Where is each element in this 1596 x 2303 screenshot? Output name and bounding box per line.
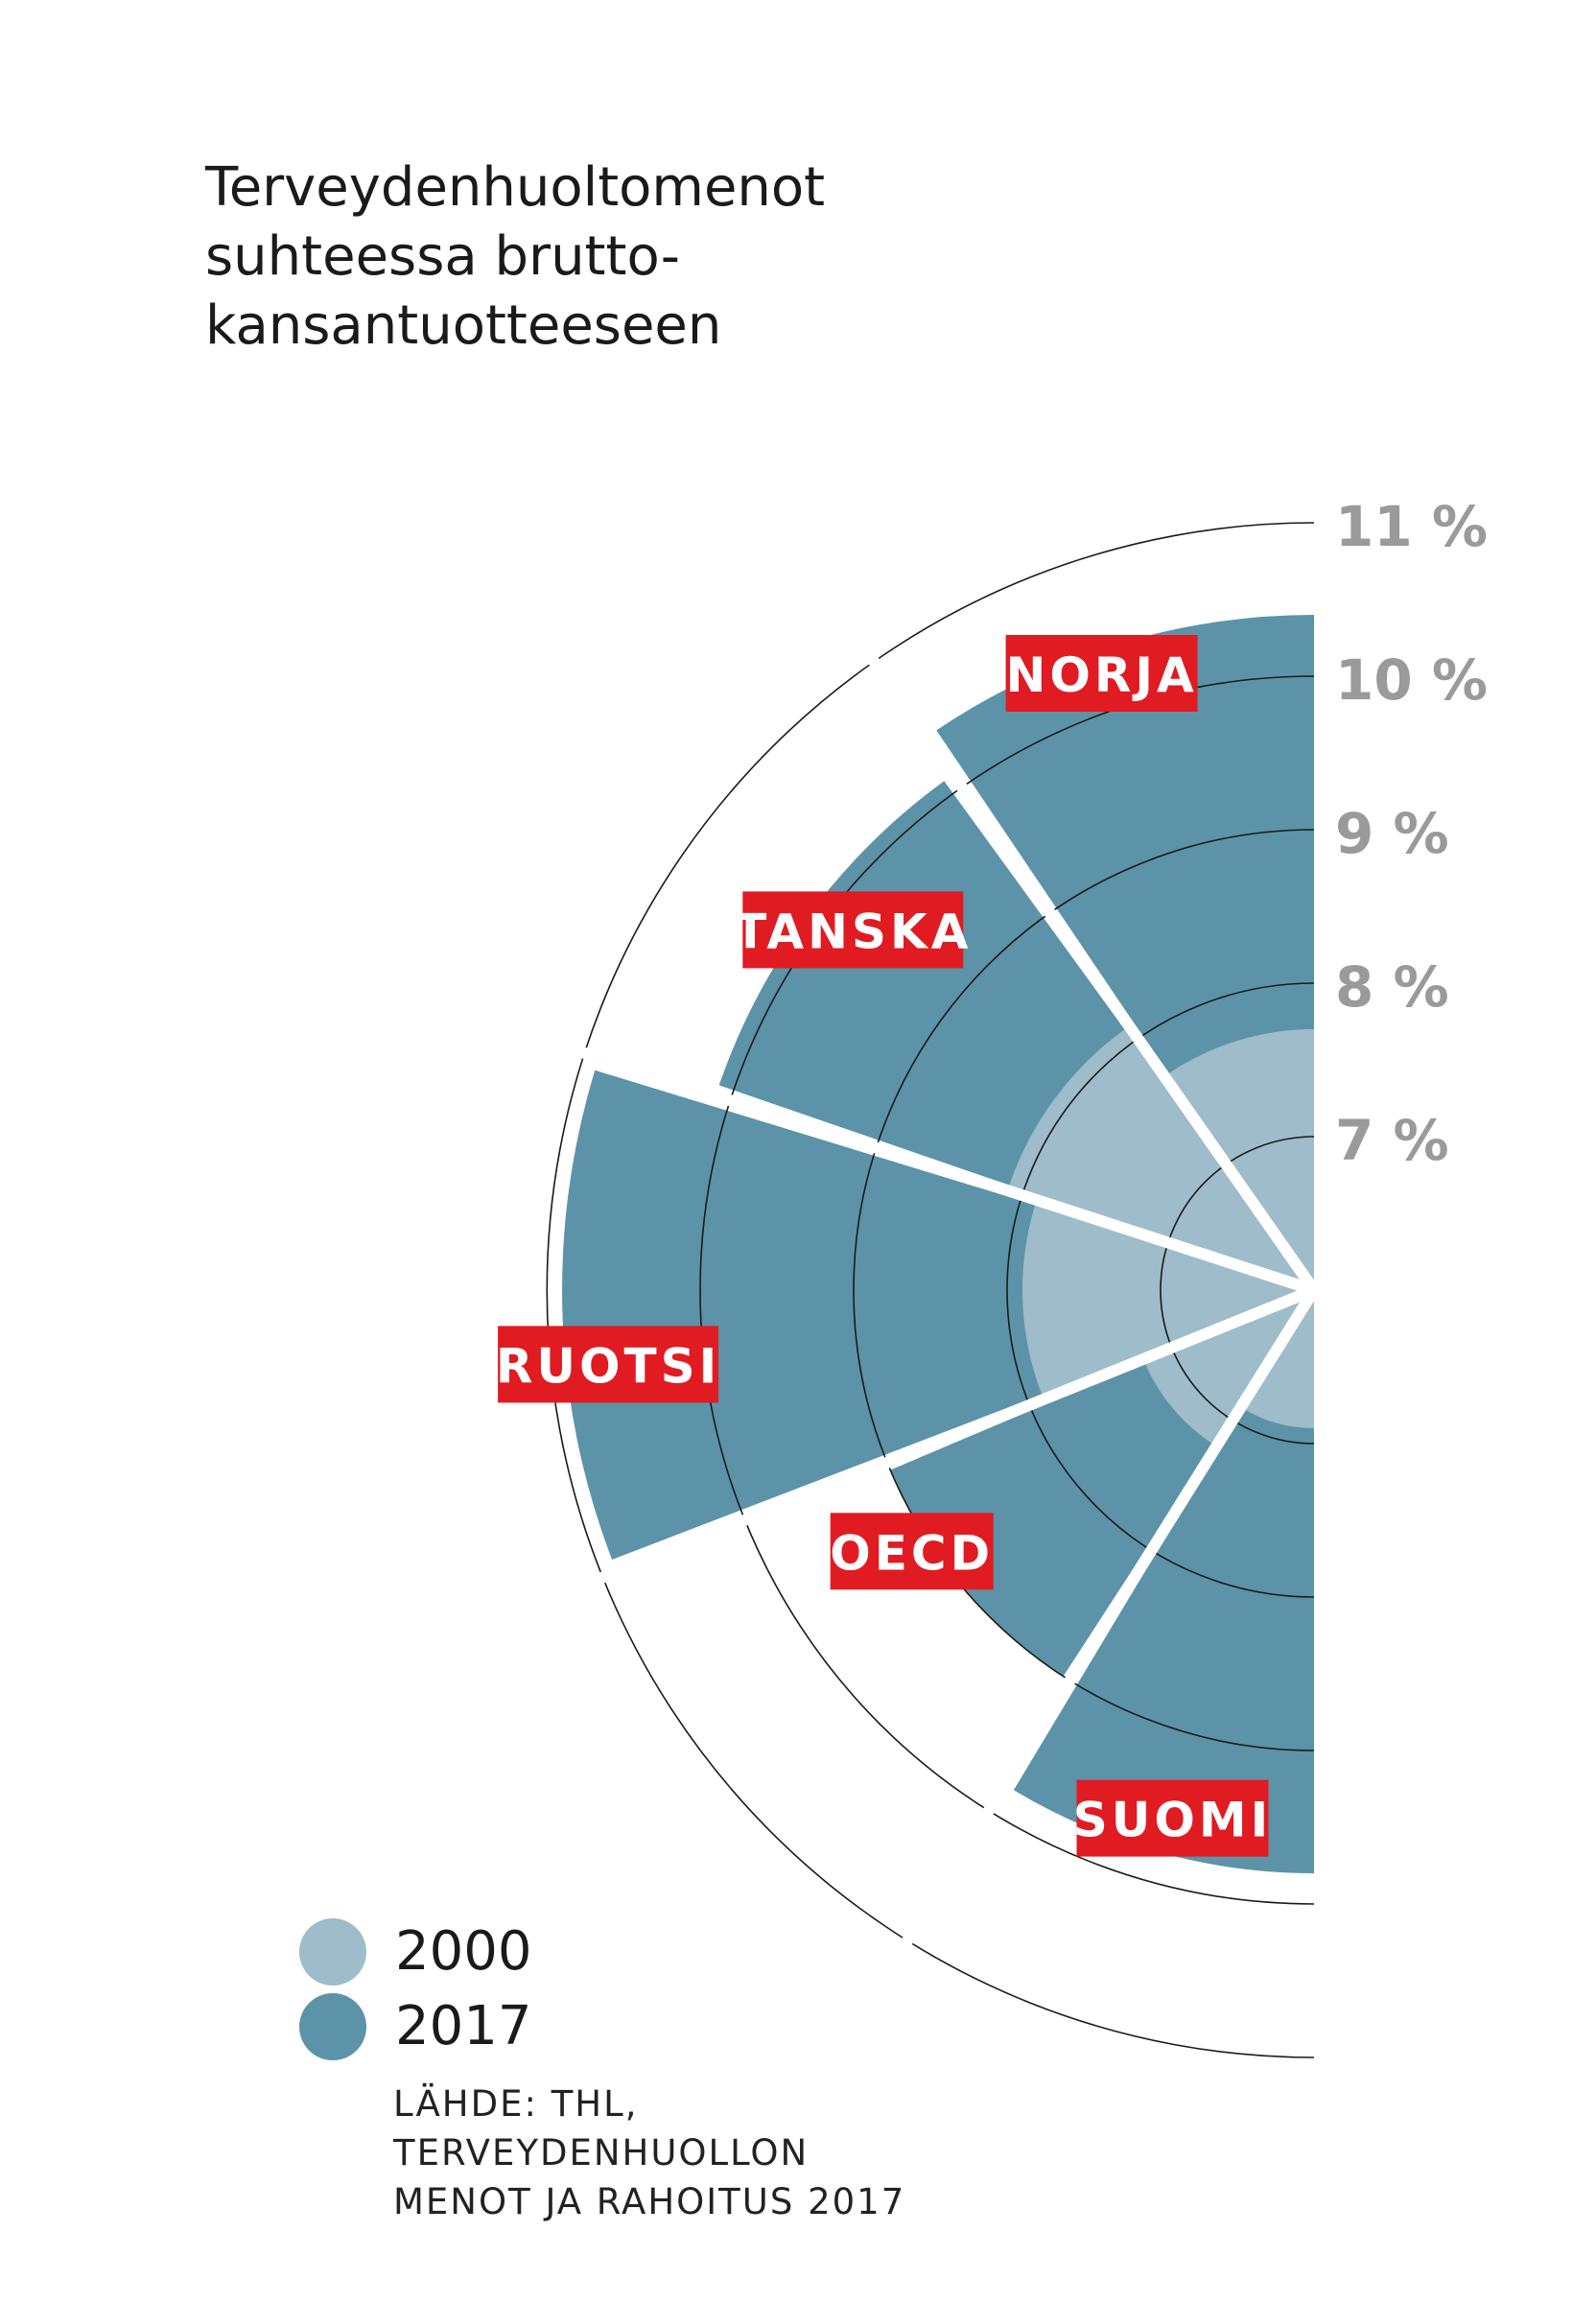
category-label-ruotsi: RUOTSI <box>496 1338 720 1394</box>
legend-label-2000: 2000 <box>395 1920 532 1983</box>
sector-divider-3 <box>572 1284 1317 1595</box>
bar-2000-oecd <box>1144 1290 1314 1445</box>
legend-swatch-2017 <box>299 1993 366 2060</box>
category-label-box-tanska <box>742 891 964 969</box>
legend-item-2017: 2017 <box>299 1993 683 2070</box>
sector-divider-1 <box>851 633 1319 1294</box>
category-label-box-oecd <box>830 1513 994 1590</box>
sector-divider-4 <box>886 1286 1320 1970</box>
gridline-11 <box>546 522 1315 2058</box>
bar-2000-tanska <box>1009 1029 1314 1290</box>
source-line-2: TERVEYDENHUOLLON <box>393 2132 810 2174</box>
gridline-7 <box>1160 1136 1315 1445</box>
bar-2000-norja <box>1167 1029 1314 1290</box>
gridline-10 <box>699 675 1315 1905</box>
tick-label-7: 7 % <box>1335 1108 1449 1173</box>
sector-divider-2 <box>552 1038 1316 1296</box>
category-label-norja: NORJA <box>1006 647 1198 703</box>
category-label-box-suomi <box>1076 1779 1269 1857</box>
legend-swatch-2000 <box>299 1918 366 1986</box>
tick-label-8: 8 % <box>1335 954 1449 1020</box>
bar-2017-suomi <box>1013 1290 1314 1873</box>
legend-label-2017: 2017 <box>395 1995 532 2057</box>
source-note: LÄHDE: THL, TERVEYDENHUOLLON MENOT JA RA… <box>393 2080 905 2226</box>
title-line-2: suhteessa brutto- <box>205 225 680 288</box>
title-line-3: kansantuotteeseen <box>205 294 722 357</box>
category-label-suomi: SUOMI <box>1073 1793 1272 1848</box>
category-label-box-norja <box>1005 635 1198 712</box>
category-label-tanska: TANSKA <box>734 904 972 959</box>
bar-2000-ruotsi <box>1022 1205 1314 1395</box>
gridline-8 <box>1006 982 1315 1598</box>
gridline-9 <box>853 829 1315 1751</box>
tick-label-10: 10 % <box>1335 647 1488 713</box>
category-label-oecd: OECD <box>830 1525 994 1581</box>
category-label-box-ruotsi <box>498 1326 719 1403</box>
chart-title: Terveydenhuoltomenot suhteessa brutto- k… <box>205 153 1068 361</box>
tick-label-11: 11 % <box>1335 494 1488 559</box>
source-line-3: MENOT JA RAHOITUS 2017 <box>393 2181 906 2222</box>
bar-2017-ruotsi <box>562 1069 1314 1560</box>
legend-item-2000: 2000 <box>299 1918 683 1995</box>
title-line-1: Terveydenhuoltomenot <box>205 156 826 219</box>
source-line-1: LÄHDE: THL, <box>393 2083 639 2125</box>
tick-label-9: 9 % <box>1335 801 1449 866</box>
